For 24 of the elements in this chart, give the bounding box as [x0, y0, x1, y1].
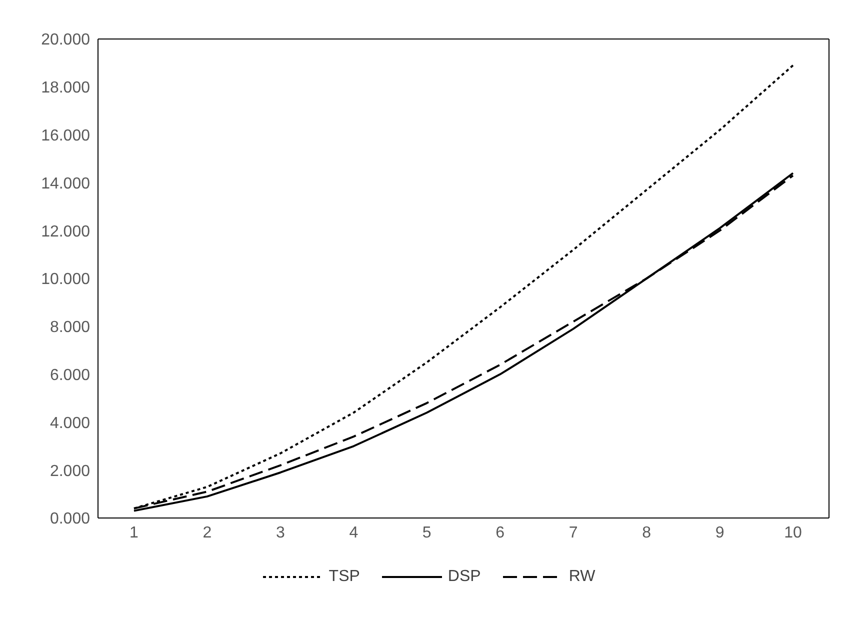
- y-tick-label: 20.000: [41, 32, 90, 49]
- x-tick-label: 6: [496, 524, 505, 542]
- y-tick-label: 4.000: [50, 414, 90, 432]
- x-tick-label: 2: [202, 524, 212, 542]
- y-tick-label: 8.000: [50, 319, 90, 336]
- y-tick-label: 14.000: [41, 175, 90, 192]
- y-tick-label: 12.000: [41, 223, 90, 240]
- y-tick-label: 2.000: [50, 462, 90, 480]
- x-tick-label: 7: [568, 524, 578, 542]
- x-tick-label: 5: [422, 524, 432, 542]
- x-tick-label: 9: [715, 524, 724, 542]
- y-tick-label: 16.000: [41, 127, 90, 144]
- y-tick-label: 10.000: [41, 271, 90, 288]
- x-tick-label: 8: [642, 524, 652, 542]
- x-tick-label: 4: [349, 524, 358, 542]
- y-tick-label: 18.000: [41, 80, 90, 97]
- y-tick-label: 0.000: [50, 510, 90, 528]
- legend-label: TSP: [328, 568, 360, 586]
- x-tick-label: 3: [276, 524, 285, 542]
- x-tick-label: 10: [784, 524, 802, 542]
- legend-label: DSP: [448, 568, 481, 586]
- x-tick-label: 1: [130, 524, 139, 542]
- legend-label: RW: [568, 568, 596, 586]
- y-tick-label: 6.000: [50, 366, 90, 384]
